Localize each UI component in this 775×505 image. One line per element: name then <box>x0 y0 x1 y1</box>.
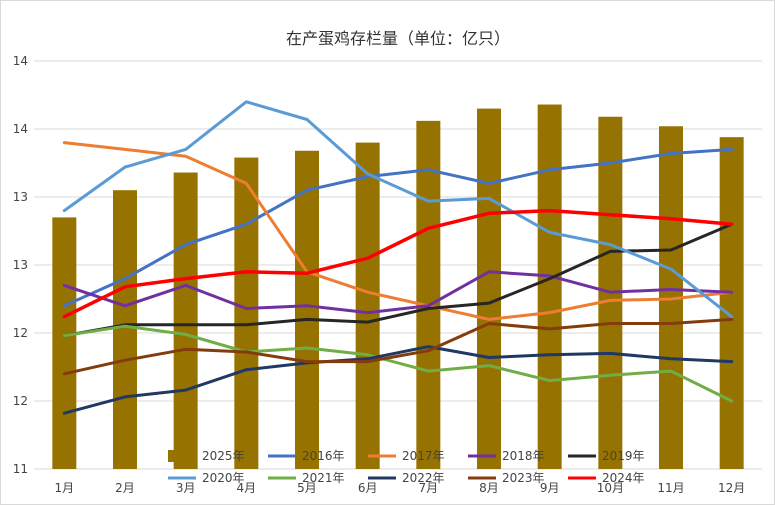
x-tick-label: 6月 <box>358 481 378 495</box>
bar-2025年 <box>234 157 259 469</box>
legend-label: 2021年 <box>302 471 345 485</box>
y-tick-label: 12 <box>13 326 28 340</box>
y-tick-label: 12 <box>13 394 28 408</box>
y-tick-label: 14 <box>13 54 28 68</box>
bar-2025年 <box>52 217 77 469</box>
x-tick-label: 11月 <box>657 481 684 495</box>
legend-label: 2017年 <box>402 449 445 463</box>
legend-label: 2016年 <box>302 449 345 463</box>
bar-2025年 <box>477 108 501 469</box>
y-tick-label: 13 <box>13 258 28 272</box>
chart-title: 在产蛋鸡存栏量（单位：亿只） <box>286 29 510 48</box>
bar-2025年 <box>719 137 744 469</box>
bar-2025年 <box>173 172 198 469</box>
y-tick-label: 14 <box>13 122 28 136</box>
line-2017年 <box>62 141 734 321</box>
bar-2025年 <box>355 142 380 469</box>
line-2016年 <box>62 147 734 308</box>
legend-label: 2023年 <box>502 471 545 485</box>
legend-swatch <box>168 450 196 462</box>
line-2021年 <box>62 324 734 403</box>
bar-2025年 <box>537 104 562 470</box>
x-tick-label: 12月 <box>718 481 745 495</box>
line-2019年 <box>62 222 734 338</box>
line-2018年 <box>62 270 734 315</box>
line-2023年 <box>62 317 734 376</box>
line-2022年 <box>62 345 734 415</box>
x-tick-label: 4月 <box>237 481 257 495</box>
legend-label: 2019年 <box>602 449 645 463</box>
x-tick-label: 2月 <box>115 481 135 495</box>
line-2024年 <box>62 208 734 319</box>
x-tick-label: 5月 <box>297 481 317 495</box>
x-tick-label: 10月 <box>597 481 624 495</box>
x-tick-label: 9月 <box>540 481 560 495</box>
y-tick-label: 13 <box>13 190 28 204</box>
legend-label: 2018年 <box>502 449 545 463</box>
x-tick-label: 3月 <box>176 481 196 495</box>
legend-label: 2024年 <box>602 471 645 485</box>
legend-label: 2022年 <box>402 471 445 485</box>
x-tick-label: 8月 <box>479 481 499 495</box>
bar-2025年 <box>295 150 319 469</box>
line-2020年 <box>62 100 734 319</box>
x-tick-label: 1月 <box>55 481 75 495</box>
legend-label: 2020年 <box>202 471 245 485</box>
y-tick-label: 11 <box>13 462 28 476</box>
x-tick-label: 7月 <box>419 481 439 495</box>
legend-label: 2025年 <box>202 449 245 463</box>
bar-2025年 <box>113 190 137 469</box>
bar-2025年 <box>416 120 441 469</box>
